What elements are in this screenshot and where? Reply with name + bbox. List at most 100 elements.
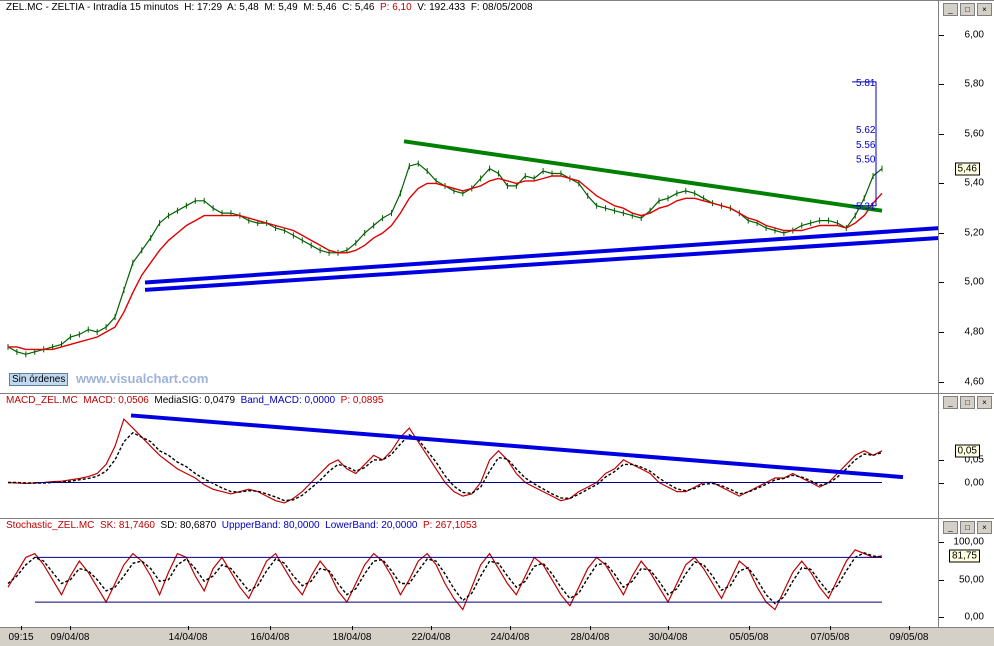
- x-tick-mark: [830, 626, 831, 630]
- macd-minimize-button[interactable]: _: [943, 396, 958, 409]
- price-chart[interactable]: 5.81 5.62 5.56 5.50 5.31: [0, 1, 939, 393]
- y-tick-label: 0,05: [964, 454, 984, 466]
- target-annotation: 5.81: [856, 78, 876, 89]
- x-tick-label: 07/05/08: [810, 632, 850, 643]
- hour-value: H: 17:29: [184, 2, 223, 13]
- y-tick-mark: [939, 183, 944, 185]
- y-tick-mark: [939, 133, 944, 135]
- x-tick-label: 24/04/08: [490, 632, 530, 643]
- target-bracket: [852, 81, 877, 207]
- x-tick-mark: [510, 626, 511, 630]
- high-value: M: 5,49: [264, 2, 298, 13]
- target-annotation: 5.31: [856, 202, 876, 213]
- low-value: M: 5,46: [303, 2, 337, 13]
- target-annotation: 5.62: [856, 125, 876, 136]
- series-line-secondary: [7, 552, 883, 605]
- macd-header: MACD_ZEL.MC MACD: 0,0506 MediaSIG: 0,047…: [6, 395, 383, 406]
- maximize-button[interactable]: □: [960, 3, 975, 16]
- window-controls: _ □ ×: [943, 3, 992, 16]
- x-tick-label: 18/04/08: [332, 632, 372, 643]
- x-tick-label: 09/04/08: [50, 632, 90, 643]
- x-tick-mark: [21, 626, 22, 630]
- x-tick-label: 30/04/08: [648, 632, 688, 643]
- current-value-marker: 5,46: [954, 162, 980, 176]
- x-tick-mark: [749, 626, 750, 630]
- macd-band-value: Band_MACD: 0,0000: [240, 395, 336, 406]
- x-tick-label: 14/04/08: [168, 632, 208, 643]
- x-tick-label: 09/05/08: [889, 632, 929, 643]
- watermark: www.visualchart.com: [76, 371, 209, 386]
- y-tick-mark: [939, 542, 944, 544]
- y-tick-mark: [939, 579, 944, 581]
- y-tick-label: 50,00: [958, 574, 984, 586]
- support-trendline-upper: [144, 226, 939, 285]
- stoch-window-controls: _ □ ×: [943, 521, 992, 534]
- macd-trendline: [130, 413, 904, 480]
- volume-value: V: 192.433: [417, 2, 466, 13]
- y-tick-mark: [939, 232, 944, 234]
- stochastic-chart[interactable]: [0, 519, 939, 627]
- minimize-button[interactable]: _: [943, 3, 958, 16]
- macd-window-controls: _ □ ×: [943, 396, 992, 409]
- x-tick-mark: [188, 626, 189, 630]
- x-tick-mark: [431, 626, 432, 630]
- series-line-primary: [7, 549, 883, 611]
- macd-close-button[interactable]: ×: [977, 396, 992, 409]
- resistance-trendline: [403, 139, 883, 213]
- y-tick-mark: [939, 482, 944, 484]
- close-button[interactable]: ×: [977, 3, 992, 16]
- macd-maximize-button[interactable]: □: [960, 396, 975, 409]
- stoch-y-axis: 100,00 50,00 0,00 81,75: [938, 519, 994, 627]
- stochastic-pane: Stochastic_ZEL.MC SK: 81,7460 SD: 80,687…: [0, 518, 994, 628]
- macd-name: MACD_ZEL.MC: [6, 395, 78, 406]
- x-tick-mark: [352, 626, 353, 630]
- target-annotation: 5.56: [856, 140, 876, 151]
- y-tick-mark: [939, 34, 944, 36]
- y-tick-mark: [939, 332, 944, 334]
- stoch-upper-value: UppperBand: 80,0000: [221, 520, 320, 531]
- y-tick-label: 0,00: [964, 611, 984, 623]
- x-tick-mark: [270, 626, 271, 630]
- stoch-minimize-button[interactable]: _: [943, 521, 958, 534]
- y-tick-label: 100,00: [953, 536, 984, 548]
- y-tick-mark: [939, 459, 944, 461]
- open-value: A: 5,48: [227, 2, 259, 13]
- y-tick-label: 6,00: [964, 29, 984, 41]
- y-tick-label: 5,00: [964, 276, 984, 288]
- macd-p-value: P: 0,0895: [340, 395, 384, 406]
- series-line-secondary: [8, 431, 883, 502]
- price-pane: ZEL.MC - ZELTIA - Intradía 15 minutos H:…: [0, 0, 994, 394]
- x-tick-label: 28/04/08: [570, 632, 610, 643]
- macd-pane: MACD_ZEL.MC MACD: 0,0506 MediaSIG: 0,047…: [0, 393, 994, 519]
- stoch-maximize-button[interactable]: □: [960, 521, 975, 534]
- x-tick-label: 05/05/08: [729, 632, 769, 643]
- y-tick-mark: [939, 84, 944, 86]
- macd-value: MACD: 0,0506: [83, 395, 149, 406]
- x-tick-mark: [909, 626, 910, 630]
- target-annotation: 5.50: [856, 155, 876, 166]
- series-line-secondary: [8, 175, 883, 351]
- stoch-name: Stochastic_ZEL.MC: [6, 520, 95, 531]
- y-tick-label: 4,60: [964, 376, 984, 388]
- orders-badge[interactable]: Sin órdenes: [9, 373, 69, 386]
- current-value-marker: 0,05: [954, 444, 980, 458]
- macd-chart[interactable]: [0, 394, 939, 518]
- x-tick-mark: [590, 626, 591, 630]
- macd-signal-value: MediaSIG: 0,0479: [154, 395, 236, 406]
- y-tick-label: 0,00: [964, 477, 984, 489]
- y-tick-label: 5,80: [964, 78, 984, 90]
- stoch-close-button[interactable]: ×: [977, 521, 992, 534]
- x-tick-label: 09:15: [8, 632, 34, 643]
- y-tick-label: 5,20: [964, 227, 984, 239]
- symbol-label: ZEL.MC - ZELTIA - Intradía 15 minutos: [6, 2, 179, 13]
- y-tick-label: 5,60: [964, 128, 984, 140]
- stoch-sk-value: SK: 81,7460: [99, 520, 155, 531]
- y-tick-label: 4,80: [964, 326, 984, 338]
- stochastic-header: Stochastic_ZEL.MC SK: 81,7460 SD: 80,687…: [6, 520, 477, 531]
- p-value: P: 6,10: [379, 2, 412, 13]
- x-tick-label: 16/04/08: [250, 632, 290, 643]
- stoch-lower-value: LowerBand: 20,0000: [325, 520, 418, 531]
- y-tick-mark: [939, 282, 944, 284]
- stoch-p-value: P: 267,1053: [423, 520, 477, 531]
- y-tick-mark: [939, 381, 944, 383]
